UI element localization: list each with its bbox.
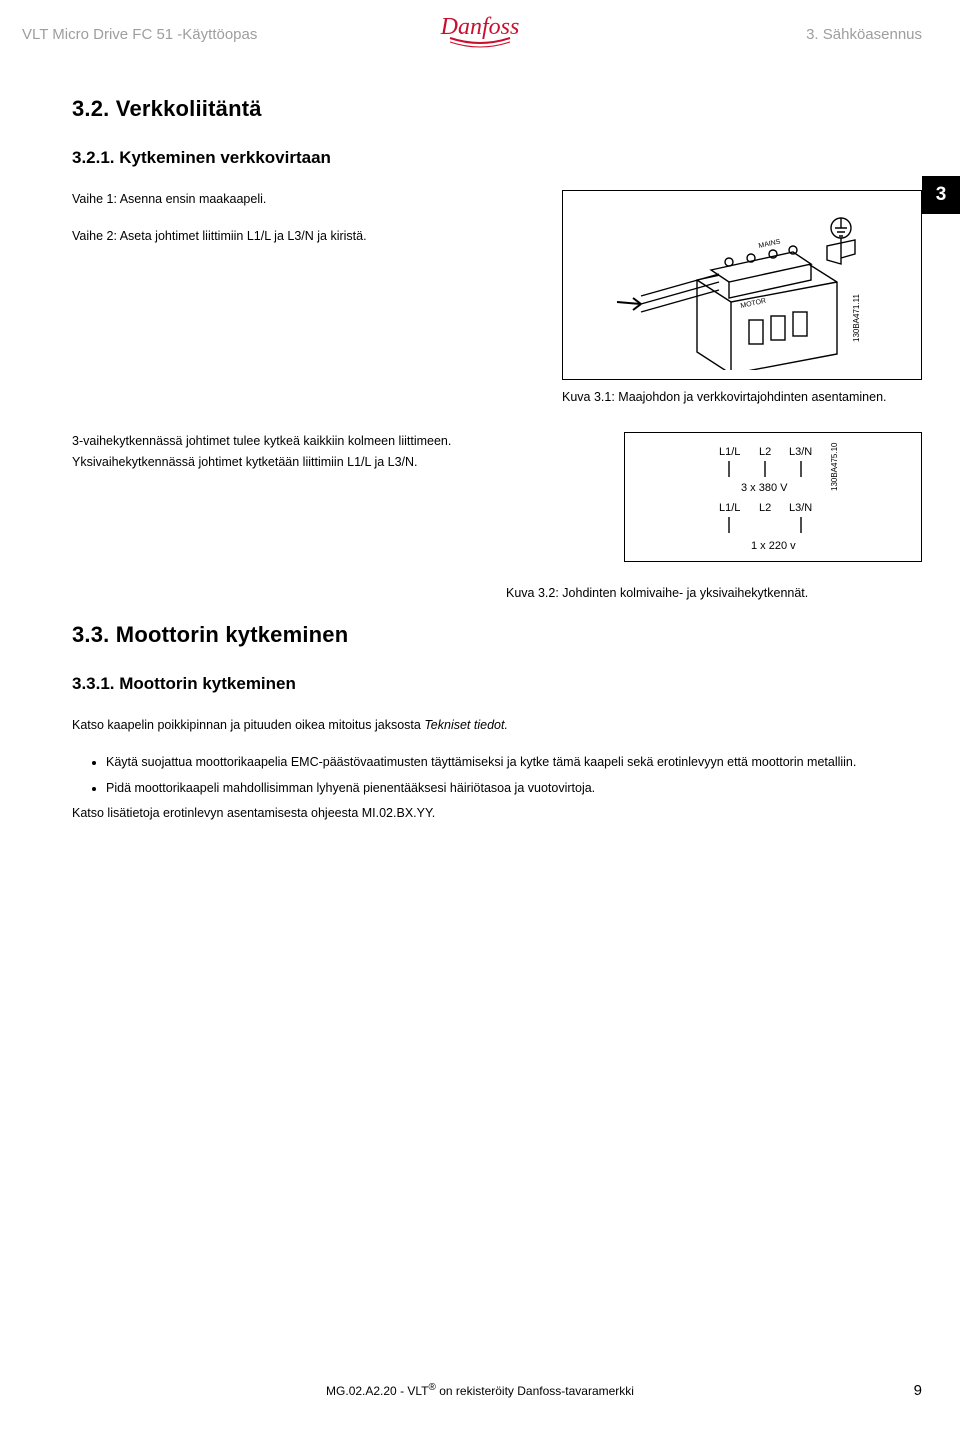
fig2-top-l1: L1/L xyxy=(719,446,740,458)
intro-prefix: Katso kaapelin poikkipinnan ja pituuden … xyxy=(72,718,424,732)
page-footer: MG.02.A2.20 - VLT® on rekisteröity Danfo… xyxy=(0,1382,960,1408)
mains-label: MAINS xyxy=(758,238,781,250)
fig2-bot-voltage: 1 x 220 v xyxy=(751,540,796,552)
fig2-bot-l1: L1/L xyxy=(719,502,740,514)
footer-center: MG.02.A2.20 - VLT® on rekisteröity Danfo… xyxy=(326,1382,634,1398)
outro-text: Katso lisätietoja erotinlevyn asentamise… xyxy=(72,804,922,823)
footer-page-number: 9 xyxy=(914,1382,922,1399)
danfoss-logo: Danfoss xyxy=(432,14,528,61)
fig2-top-l3: L3/N xyxy=(789,446,812,458)
header-left-title: VLT Micro Drive FC 51 -Käyttöopas xyxy=(22,26,257,43)
figure-1-caption: Kuva 3.1: Maajohdon ja verkkovirtajohdin… xyxy=(562,390,922,404)
heading-3-2-1: 3.2.1. Kytkeminen verkkovirtaan xyxy=(72,148,922,168)
header-right-title: 3. Sähköasennus xyxy=(806,26,922,43)
fig2-top-voltage: 3 x 380 V xyxy=(741,482,788,494)
single-phase-text: Yksivaihekytkennässä johtimet kytketään … xyxy=(72,453,604,472)
figure-2-id: 130BA475.10 xyxy=(830,442,839,491)
figure-2-frame: L1/L L2 L3/N 3 x 380 V L1/L L2 L3/N xyxy=(624,432,922,562)
figure-2-col: L1/L L2 L3/N 3 x 380 V L1/L L2 L3/N xyxy=(624,432,922,562)
logo-text: Danfoss xyxy=(440,14,520,40)
bullet-list: Käytä suojattua moottorikaapelia EMC-pää… xyxy=(72,753,922,798)
figure-2-caption: Kuva 3.2: Johdinten kolmivaihe- ja yksiv… xyxy=(506,586,922,600)
footer-suffix: on rekisteröity Danfoss-tavaramerkki xyxy=(436,1384,634,1398)
wiring-diagram: L1/L L2 L3/N 3 x 380 V L1/L L2 L3/N xyxy=(633,437,913,557)
footer-prefix: MG.02.A2.20 - VLT xyxy=(326,1384,429,1398)
three-phase-text: 3-vaihekytkennässä johtimet tulee kytkeä… xyxy=(72,432,604,451)
terminal-illustration: MAINS MOTOR 130BA471.11 xyxy=(601,202,901,370)
fig2-top-l2: L2 xyxy=(759,446,771,458)
figure-1-col: MAINS MOTOR 130BA471.11 Kuva 3.1: Maajoh… xyxy=(562,190,922,404)
step-1: Vaihe 1: Asenna ensin maakaapeli. xyxy=(72,190,542,209)
figure-1-frame: MAINS MOTOR 130BA471.11 xyxy=(562,190,922,380)
fig2-bot-l3: L3/N xyxy=(789,502,812,514)
intro-text: Katso kaapelin poikkipinnan ja pituuden … xyxy=(72,716,922,735)
intro-italic: Tekniset tiedot. xyxy=(424,718,508,732)
step-2: Vaihe 2: Aseta johtimet liittimiin L1/L … xyxy=(72,227,542,246)
bullet-1: Käytä suojattua moottorikaapelia EMC-pää… xyxy=(106,753,922,772)
page-header: VLT Micro Drive FC 51 -Käyttöopas Danfos… xyxy=(0,20,960,60)
heading-3-2: 3.2. Verkkoliitäntä xyxy=(72,96,922,122)
page: VLT Micro Drive FC 51 -Käyttöopas Danfos… xyxy=(0,0,960,1430)
chapter-tab: 3 xyxy=(922,176,960,214)
steps-col: Vaihe 1: Asenna ensin maakaapeli. Vaihe … xyxy=(72,190,542,404)
bullet-2: Pidä moottorikaapeli mahdollisimman lyhy… xyxy=(106,779,922,798)
heading-3-3: 3.3. Moottorin kytkeminen xyxy=(72,622,922,648)
heading-3-3-1: 3.3.1. Moottorin kytkeminen xyxy=(72,674,922,694)
fig2-bot-l2: L2 xyxy=(759,502,771,514)
figure-1-id: 130BA471.11 xyxy=(852,294,861,342)
phase-text-col: 3-vaihekytkennässä johtimet tulee kytkeä… xyxy=(72,432,604,473)
content-area: 3.2. Verkkoliitäntä 3.2.1. Kytkeminen ve… xyxy=(72,96,922,824)
